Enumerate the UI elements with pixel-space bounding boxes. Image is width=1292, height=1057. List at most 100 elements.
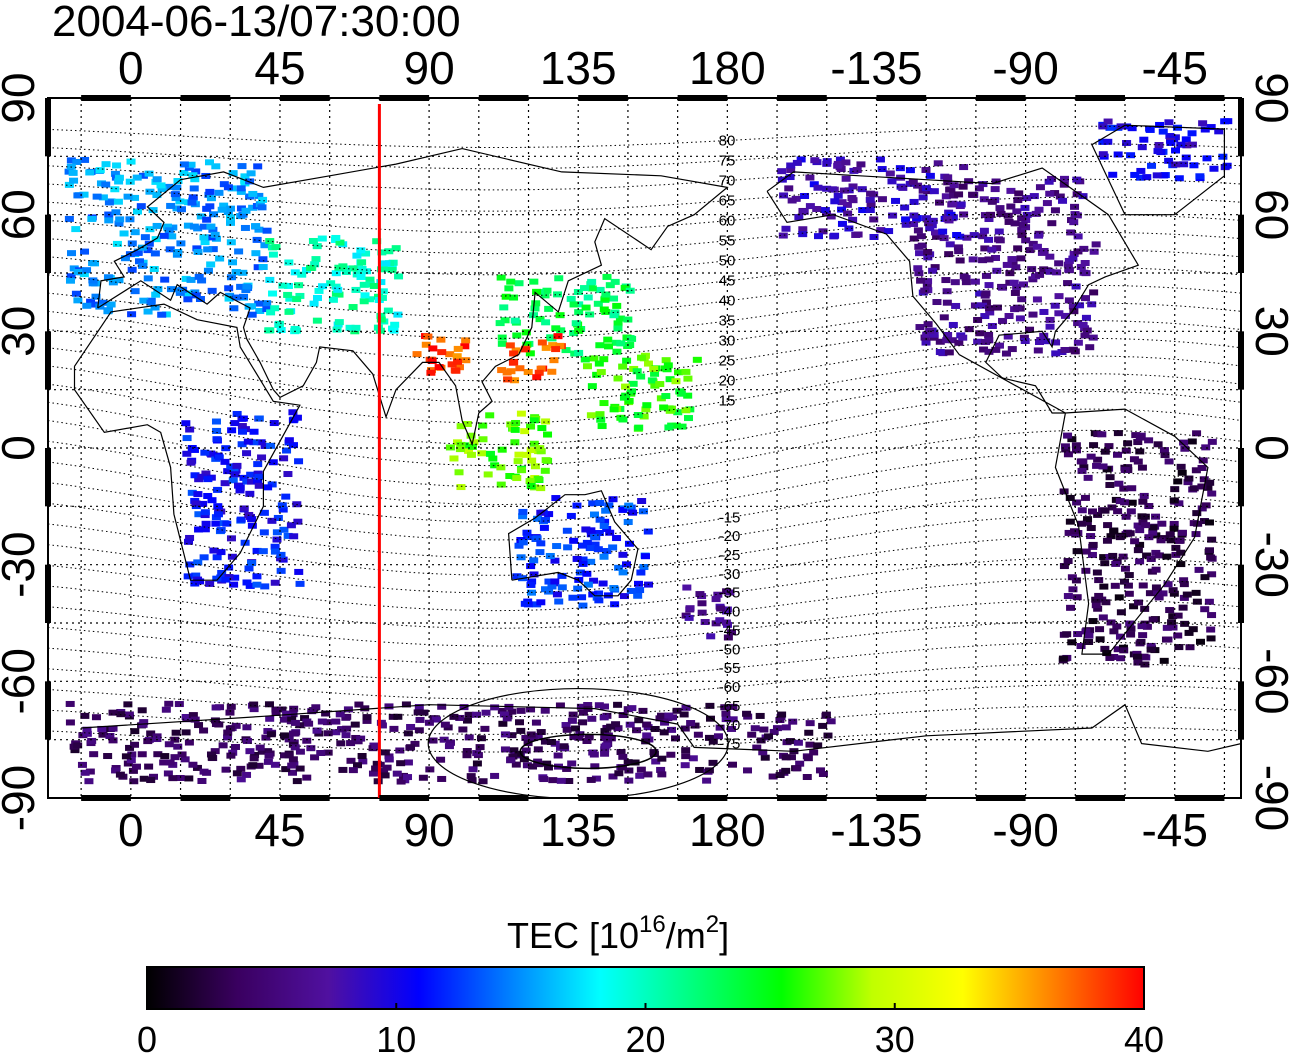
south-pole-contour	[519, 733, 657, 770]
tec-cell	[1058, 655, 1068, 662]
tec-cell	[582, 570, 592, 577]
tec-cell	[357, 259, 367, 266]
tec-cell	[276, 326, 286, 333]
tec-cell	[127, 311, 137, 318]
tec-cell	[1142, 623, 1152, 630]
tec-cell	[1142, 552, 1152, 559]
tec-cell	[235, 484, 245, 491]
tec-cell	[551, 495, 561, 502]
tec-cell	[436, 756, 446, 763]
tec-cell	[1062, 631, 1072, 638]
tec-cell	[271, 244, 281, 251]
tec-cell	[1207, 490, 1217, 497]
tec-cell	[217, 569, 227, 576]
tec-cell	[496, 464, 506, 471]
tec-cell	[515, 719, 525, 726]
tec-cell	[557, 584, 567, 591]
tec-cell	[1176, 463, 1186, 470]
tec-cell	[1052, 269, 1062, 276]
tec-cell	[260, 242, 270, 249]
tec-cell	[472, 750, 482, 757]
tec-cell	[522, 341, 532, 348]
tec-cell	[805, 720, 815, 727]
tec-cell	[574, 327, 584, 334]
tec-cell	[959, 211, 969, 218]
tec-cell	[529, 571, 539, 578]
tec-cell	[1109, 527, 1119, 534]
tec-cell	[292, 296, 302, 303]
tec-cell	[348, 265, 358, 272]
tec-cell	[270, 761, 280, 768]
frame-bar	[45, 98, 51, 157]
tec-cell	[1176, 549, 1186, 556]
tec-cell	[462, 752, 472, 759]
tec-cell	[1200, 606, 1210, 613]
frame-bar	[279, 95, 330, 101]
tec-cell	[500, 731, 510, 738]
tec-cell	[317, 235, 327, 242]
magnetic-contour	[48, 249, 1241, 297]
tec-cell	[414, 727, 424, 734]
tec-cell	[914, 243, 924, 250]
tec-cell	[292, 778, 302, 785]
tec-cell	[568, 594, 578, 601]
tec-cell	[1188, 626, 1198, 633]
tec-cell	[273, 514, 283, 521]
tec-cell	[586, 412, 596, 419]
tec-cell	[1164, 157, 1174, 164]
tec-cell	[713, 733, 723, 740]
tec-cell	[499, 304, 509, 311]
tec-cell	[1063, 280, 1073, 287]
tec-cell	[522, 451, 532, 458]
tec-cell	[149, 266, 159, 273]
tec-cell	[238, 211, 248, 218]
tec-cell	[535, 445, 545, 452]
tec-cell	[617, 764, 627, 771]
tec-cell	[1103, 138, 1113, 145]
tec-cell	[1204, 519, 1214, 526]
tec-cell	[827, 186, 837, 193]
tec-cell	[498, 720, 508, 727]
tec-cell	[256, 439, 266, 446]
tec-cell	[248, 762, 258, 769]
coastline	[1054, 408, 1209, 655]
tec-cell	[390, 321, 400, 328]
tec-cell	[981, 272, 991, 279]
tec-cell	[518, 513, 528, 520]
tec-cell	[1179, 577, 1189, 584]
tec-cell	[943, 331, 953, 338]
tec-cell	[223, 468, 233, 475]
tec-cell	[942, 337, 952, 344]
tec-cell	[506, 421, 516, 428]
tec-cell	[114, 220, 124, 227]
tec-cell	[133, 249, 143, 256]
tec-cell	[887, 178, 897, 185]
tec-cell	[1214, 128, 1224, 135]
left-lat-tick: -30	[0, 531, 44, 597]
tec-cell	[1037, 249, 1047, 256]
tec-cell	[459, 704, 469, 711]
tec-cell	[224, 564, 234, 571]
tec-cell	[138, 721, 148, 728]
tec-cell	[651, 758, 661, 765]
tec-cell	[1095, 636, 1105, 643]
tec-cell	[624, 777, 634, 784]
tec-cell	[747, 731, 757, 738]
tec-cell	[123, 701, 133, 708]
tec-cell	[1080, 494, 1090, 501]
tec-cell	[490, 462, 500, 469]
tec-cell	[268, 251, 278, 258]
tec-cell	[1041, 338, 1051, 345]
tec-cell	[984, 331, 994, 338]
tec-cell	[571, 320, 581, 327]
tec-cell	[228, 170, 238, 177]
tec-cell	[189, 223, 199, 230]
tec-cell	[260, 442, 270, 449]
tec-cell	[1157, 520, 1167, 527]
tec-cell	[197, 473, 207, 480]
tec-cell	[585, 311, 595, 318]
tec-cell	[478, 436, 488, 443]
tec-cell	[221, 576, 231, 583]
tec-cell	[73, 192, 83, 199]
tec-cell	[200, 449, 210, 456]
